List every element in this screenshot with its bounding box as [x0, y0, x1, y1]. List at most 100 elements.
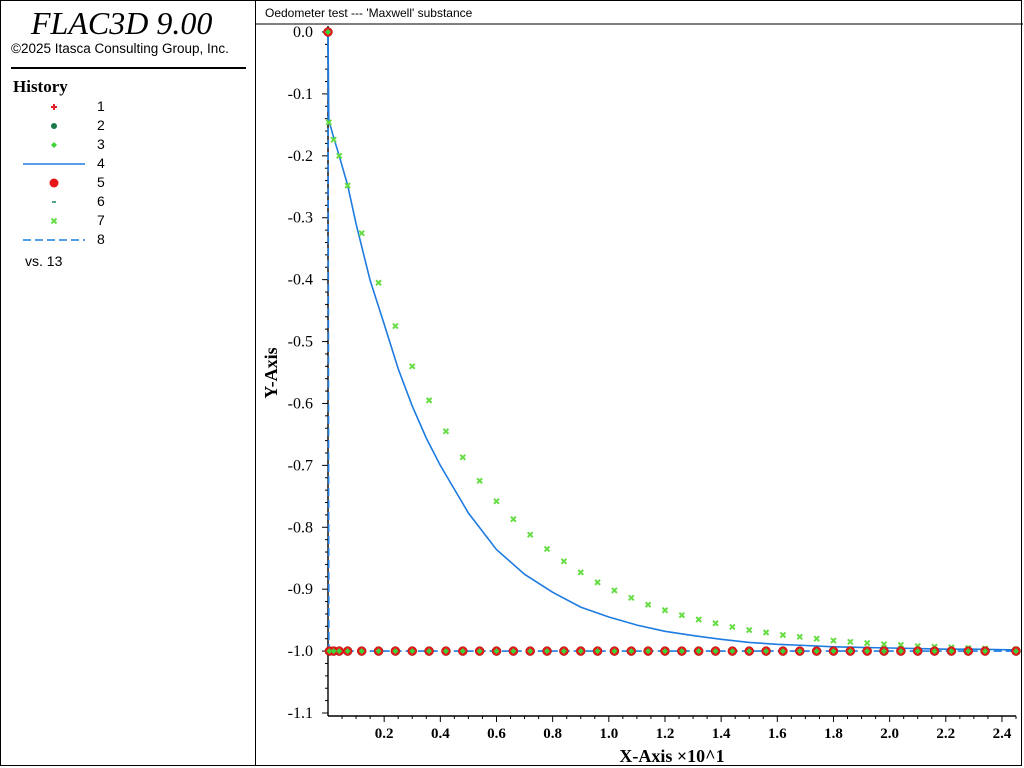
data-point	[527, 648, 534, 655]
data-point	[661, 607, 669, 614]
axes: 0.0 -0.1 -0.2 -0.3 -0.4 -0.5 -0.6 -0.7 -0.8 -0.9 -…	[288, 24, 1017, 742]
data-point	[459, 454, 466, 461]
data-point	[409, 648, 416, 655]
y-tick-label: -0.9	[288, 581, 313, 598]
x-axis-label: X-Axis ×10^1	[619, 746, 724, 766]
series-line-8	[327, 31, 1016, 652]
x-tick-label: 2.2	[936, 726, 955, 742]
data-point	[594, 579, 601, 586]
data-point	[510, 648, 517, 655]
data-point	[326, 648, 333, 655]
data-point	[813, 635, 820, 642]
data-point	[948, 648, 955, 655]
series-7	[325, 119, 1020, 653]
legend-symbol-plus	[51, 104, 57, 110]
y-tick-label: -0.5	[288, 334, 313, 351]
data-point	[931, 648, 938, 655]
app-title: FLAC3D 9.00	[31, 5, 213, 41]
data-point	[796, 648, 803, 655]
data-point	[729, 623, 736, 631]
data-point	[746, 626, 753, 634]
x-tick-label: 2.4	[993, 726, 1012, 742]
legend-symbol-line	[23, 163, 85, 165]
legend-symbol-hexagon	[51, 123, 57, 129]
data-point	[426, 648, 433, 655]
data-point	[510, 516, 517, 523]
x-tick-label: 1.8	[824, 726, 843, 742]
legend-label: 2	[97, 117, 105, 133]
y-tick-label: -0.3	[288, 210, 313, 227]
data-point	[409, 363, 416, 370]
legend-item-7: 7	[1, 211, 251, 229]
data-point	[493, 498, 500, 505]
x-tick-label: 0.6	[487, 726, 506, 742]
data-point	[560, 558, 568, 565]
series-4	[327, 31, 1017, 651]
data-point	[611, 587, 618, 594]
data-point	[476, 477, 483, 485]
data-point	[880, 641, 888, 648]
data-point	[330, 136, 337, 143]
data-point	[729, 648, 736, 655]
data-point	[493, 648, 500, 655]
data-point	[358, 648, 365, 655]
chart-title: Oedometer test --- 'Maxwell' substance	[265, 6, 473, 20]
data-point	[1013, 648, 1019, 655]
data-point	[897, 641, 905, 649]
data-point	[965, 648, 972, 655]
copyright-text: ©2025 Itasca Consulting Group, Inc.	[11, 41, 229, 56]
chart-panel: Oedometer test --- 'Maxwell' substance 0…	[255, 0, 1023, 766]
x-tick-label: 0.4	[431, 726, 450, 742]
data-point	[779, 631, 787, 639]
data-point	[847, 638, 854, 646]
legend-label: 1	[97, 98, 105, 114]
y-tick-label: -1.1	[288, 705, 313, 722]
data-point	[325, 119, 333, 126]
series-3	[325, 29, 1019, 655]
y-tick-label: -0.1	[288, 86, 313, 103]
data-point	[796, 633, 803, 641]
y-tick-label: -0.8	[288, 519, 313, 536]
legend-item-1: 1	[1, 97, 251, 115]
legend-vs-label: vs. 13	[25, 253, 63, 269]
data-point	[425, 397, 433, 404]
data-point	[392, 648, 399, 655]
data-point	[325, 29, 331, 35]
series-5	[323, 27, 1021, 656]
data-point	[442, 428, 450, 435]
legend-item-6: 6	[1, 192, 251, 210]
legend-label: 7	[97, 212, 105, 228]
y-tick-label: -0.7	[288, 457, 313, 474]
data-point	[881, 648, 888, 655]
data-point	[982, 648, 989, 655]
data-point	[526, 531, 534, 538]
data-point	[864, 648, 871, 655]
data-point	[560, 648, 567, 655]
data-point	[375, 648, 382, 655]
legend-panel: FLAC3D 9.00 ©2025 Itasca Consulting Grou…	[0, 0, 255, 766]
data-point	[358, 229, 365, 237]
data-point	[712, 620, 719, 627]
data-point	[543, 545, 551, 553]
data-point	[611, 648, 618, 655]
legend-symbol-circle	[49, 178, 59, 188]
title-divider	[11, 67, 246, 69]
data-point	[476, 648, 483, 655]
data-point	[344, 182, 351, 189]
x-tick-label: 0.8	[543, 726, 562, 742]
data-point	[746, 648, 753, 655]
legend-label: 5	[97, 174, 105, 190]
y-tick-label: 0.0	[293, 24, 313, 41]
data-point	[442, 648, 449, 655]
data-point	[645, 648, 652, 655]
legend-symbol-diamond	[51, 142, 57, 148]
data-point	[544, 648, 551, 655]
legend-symbol-dash	[52, 201, 56, 203]
x-tick-label: 0.2	[375, 726, 394, 742]
data-point	[695, 616, 702, 623]
data-point	[695, 648, 702, 655]
data-point	[661, 648, 668, 655]
data-point	[344, 648, 351, 655]
data-point	[830, 637, 837, 644]
legend-item-3: 3	[1, 135, 251, 153]
